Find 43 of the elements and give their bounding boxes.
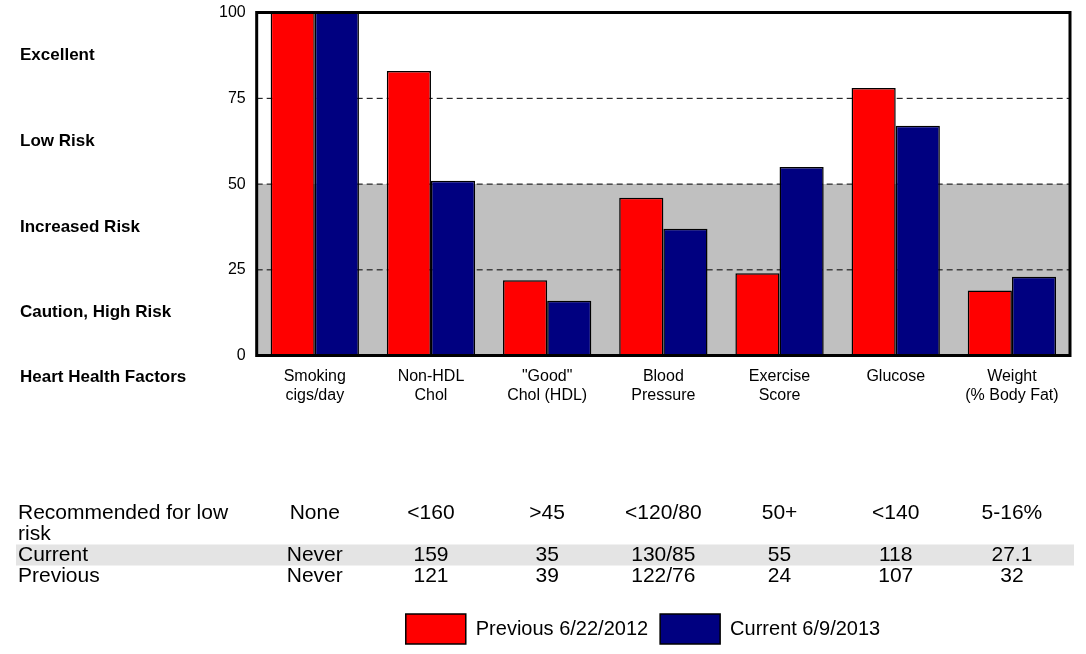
text: 50+ <box>761 500 798 524</box>
text: Recommended for low risk <box>18 500 229 545</box>
legend-label: Previous 6/22/2012 <box>475 616 649 639</box>
text: Previous <box>18 563 100 587</box>
text: Never <box>286 563 343 587</box>
text: Low Risk <box>20 130 96 150</box>
text: 5-16% <box>981 500 1043 524</box>
text: 118 <box>878 542 913 566</box>
text: >45 <box>529 500 565 524</box>
x-tick-label: Smoking cigs/day <box>283 366 346 403</box>
x-tick-label: Non-HDL Chol <box>397 366 465 403</box>
text: None <box>289 500 340 524</box>
text: <120/80 <box>625 500 702 524</box>
text: Never <box>286 542 343 566</box>
y-tick-label: 100 <box>218 3 246 21</box>
y-tick-label: 25 <box>227 260 246 278</box>
text: 39 <box>535 563 559 587</box>
text: Increased Risk <box>20 216 141 236</box>
text: 130/85 <box>631 542 696 566</box>
x-tick-label: Exercise Score <box>748 366 811 403</box>
y-tick-label: 50 <box>227 174 246 192</box>
text: <140 <box>872 500 920 524</box>
legend-label: Current 6/9/2013 <box>730 616 881 639</box>
text: <160 <box>407 500 455 524</box>
text: 107 <box>878 563 914 587</box>
text: 121 <box>413 563 449 587</box>
x-tick-label: Weight (% Body Fat) <box>965 366 1059 403</box>
x-tick-label: Blood Pressure <box>631 366 696 403</box>
y-tick-label: 0 <box>236 346 246 364</box>
y-tick-label: 75 <box>227 88 246 106</box>
text: 32 <box>1000 563 1024 587</box>
x-tick-label: Glucose <box>866 366 926 384</box>
text: 122/76 <box>631 563 696 587</box>
x-tick-label: "Good" Chol (HDL) <box>507 366 588 403</box>
text: Heart Health Factors <box>20 367 187 387</box>
text: 159 <box>413 542 449 566</box>
text: 27.1 <box>991 542 1033 566</box>
text: 55 <box>767 542 792 566</box>
text: Caution, High Risk <box>20 302 172 322</box>
text: 24 <box>767 563 792 587</box>
text: Excellent <box>20 45 95 65</box>
text: 35 <box>535 542 559 566</box>
text: Current <box>18 542 89 566</box>
